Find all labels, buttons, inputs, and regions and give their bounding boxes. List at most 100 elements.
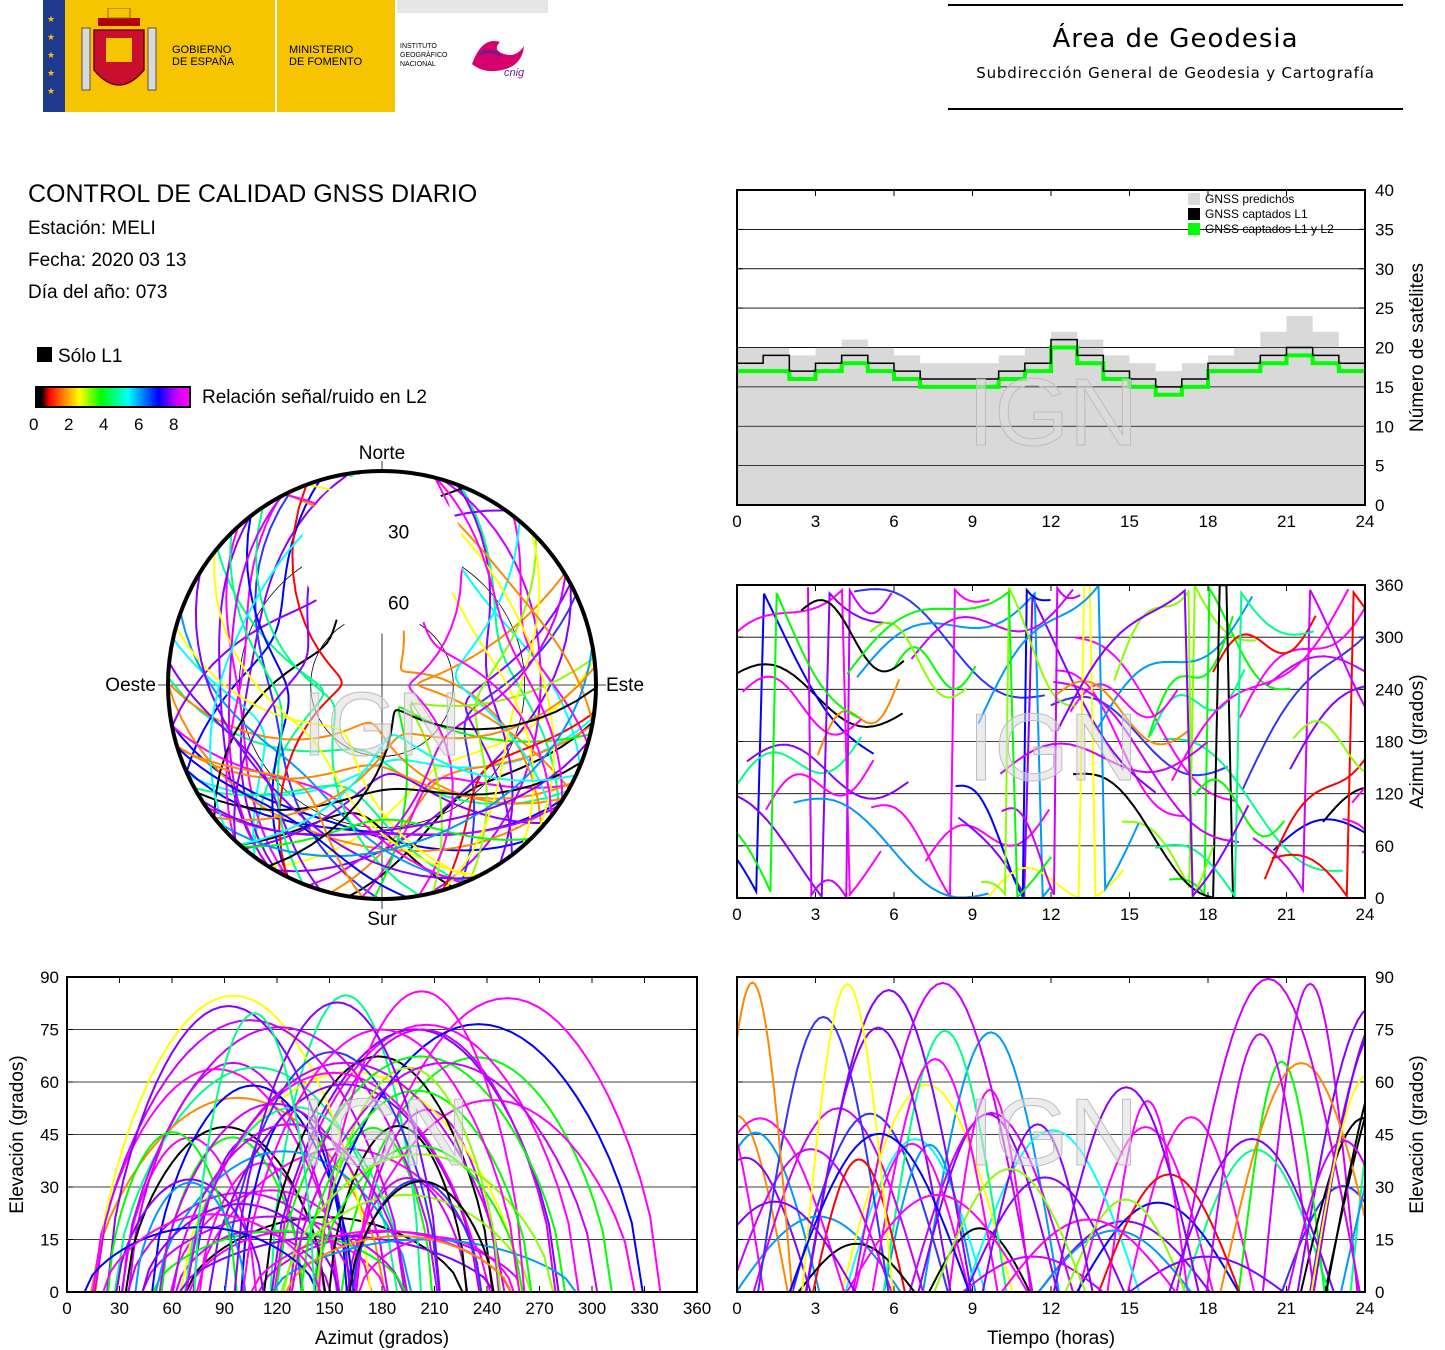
x-tick-label: 30 [110, 1299, 129, 1318]
x-tick-label: 15 [1120, 905, 1139, 924]
satellite-track [1074, 636, 1237, 803]
ministry-line2: DE FOMENTO [289, 56, 363, 68]
satellite-track [853, 1142, 971, 1292]
x-tick-label: 3 [811, 512, 820, 531]
gov-line2: DE ESPAÑA [172, 56, 235, 68]
satellite-track [869, 621, 968, 699]
y-tick-label: 30 [40, 1178, 59, 1197]
cnig-logo-text: cnig [504, 67, 525, 79]
satellite-track [1263, 757, 1365, 880]
satellite-track [187, 716, 595, 797]
satellite-track [737, 1131, 821, 1292]
institute-line1: INSTITUTO [400, 43, 437, 50]
satellite-track [741, 675, 862, 736]
satellite-track [223, 1050, 441, 1292]
y-tick-label: 120 [1375, 785, 1403, 804]
date-label: Fecha: 2020 03 13 [28, 250, 187, 271]
satellite-track [737, 592, 859, 892]
satellite-track [459, 485, 560, 806]
legend-entry: GNSS captados L1 [1205, 207, 1308, 221]
satellite-track [443, 531, 541, 891]
x-tick-label: 18 [1199, 512, 1218, 531]
l1-line [737, 338, 1365, 388]
satellite-track [214, 665, 596, 822]
satellite-track [737, 981, 794, 1292]
satellite-track [1342, 818, 1365, 832]
y-tick-label: 90 [40, 968, 59, 987]
satellite-track [299, 1089, 533, 1292]
y-tick-label: 35 [1375, 220, 1394, 239]
satellite-track [1069, 683, 1179, 719]
east-label: Este [606, 675, 644, 696]
satellite-track [737, 587, 882, 898]
satellite-track [791, 1112, 949, 1292]
azimuth-time-frame: 0 60 120 180 240 300 360 0 3 6 9 12 15 18 21 24 Azimut (… [732, 576, 1428, 924]
elevation-azimuth-chart: 0 15 30 45 60 75 90 0 30 60 90 120 150 180 210 240 270 30… [7, 968, 711, 1349]
x-tick-label: 3 [811, 1299, 820, 1318]
satellite-track [435, 477, 564, 801]
elevation-time-tracks [737, 977, 1365, 1292]
satellite-track [106, 1004, 352, 1292]
satellite-track [177, 747, 364, 899]
elevation-azimuth-tracks [83, 990, 662, 1292]
satellite-track [964, 1176, 1126, 1292]
satellite-track [454, 520, 554, 815]
institute-name: INSTITUTO GEOGRÁFICO NACIONAL [400, 42, 447, 69]
satellite-track [765, 759, 875, 811]
south-label: Sur [367, 909, 397, 930]
legend-entry: GNSS captados L1 y L2 [1205, 222, 1334, 236]
plot-border [736, 976, 1366, 1293]
y-tick-label: 40 [1375, 181, 1394, 200]
snr-colorbar [35, 386, 191, 408]
satellite-track [441, 711, 595, 891]
x-tick-label: 60 [163, 1299, 182, 1318]
x-tick-label: 360 [683, 1299, 711, 1318]
report-title: CONTROL DE CALIDAD GNSS DIARIO [28, 180, 478, 208]
horizon-ring [166, 469, 598, 901]
ring-label: 30 [388, 522, 409, 543]
y-tick-label: 0 [1375, 1283, 1384, 1302]
satellite-track [1073, 585, 1234, 898]
legend-swatch [1188, 208, 1200, 220]
legend-swatch [1188, 223, 1200, 235]
satellite-track [892, 646, 977, 690]
x-axis-label: Azimut (grados) [315, 1328, 449, 1349]
x-tick-label: 300 [578, 1299, 606, 1318]
satellite-track [844, 1138, 986, 1292]
satellite-track [278, 484, 343, 877]
satellite-track [196, 761, 583, 811]
y-tick-label: 0 [50, 1283, 59, 1302]
ign-watermark: IGN [968, 694, 1139, 801]
satellite-track [134, 1181, 247, 1292]
y-axis-label: Azimut (grados) [1407, 674, 1428, 808]
satellite-track [175, 626, 474, 880]
satellite-track [948, 1088, 1032, 1292]
gov-name: GOBIERNO DE ESPAÑA [172, 44, 234, 68]
satellite-track [194, 572, 476, 880]
satellite-track [469, 536, 537, 881]
y-tick-label: 0 [1375, 496, 1384, 515]
satellite-track [121, 1136, 258, 1292]
satellite-track [285, 1234, 513, 1292]
satellite-track [1077, 1125, 1214, 1292]
satellite-track [428, 478, 542, 895]
satellite-track [1182, 1148, 1330, 1292]
satellite-track [328, 1124, 468, 1292]
satellite-track [987, 585, 1125, 898]
x-tick-label: 6 [889, 1299, 898, 1318]
snr-label: Relación señal/ruido en L2 [202, 387, 427, 408]
satellite-track [1292, 720, 1365, 773]
satellite-track [977, 585, 1140, 893]
satellite-track [408, 477, 463, 897]
y-tick-label: 20 [1375, 339, 1394, 358]
elevation-azimuth-frame: 0 15 30 45 60 75 90 0 30 60 90 120 150 180 210 240 270 30… [7, 968, 711, 1349]
azimuth-time-chart: 0 60 120 180 240 300 360 0 3 6 9 12 15 18 21 24 Azimut (… [732, 576, 1428, 924]
x-tick-label: 24 [1356, 512, 1375, 531]
satellite-track [83, 1226, 319, 1292]
satellite-track [807, 586, 893, 898]
satellite-track [167, 682, 564, 805]
north-gap [300, 471, 464, 634]
satellite-track [120, 1026, 439, 1292]
y-tick-label: 60 [40, 1073, 59, 1092]
